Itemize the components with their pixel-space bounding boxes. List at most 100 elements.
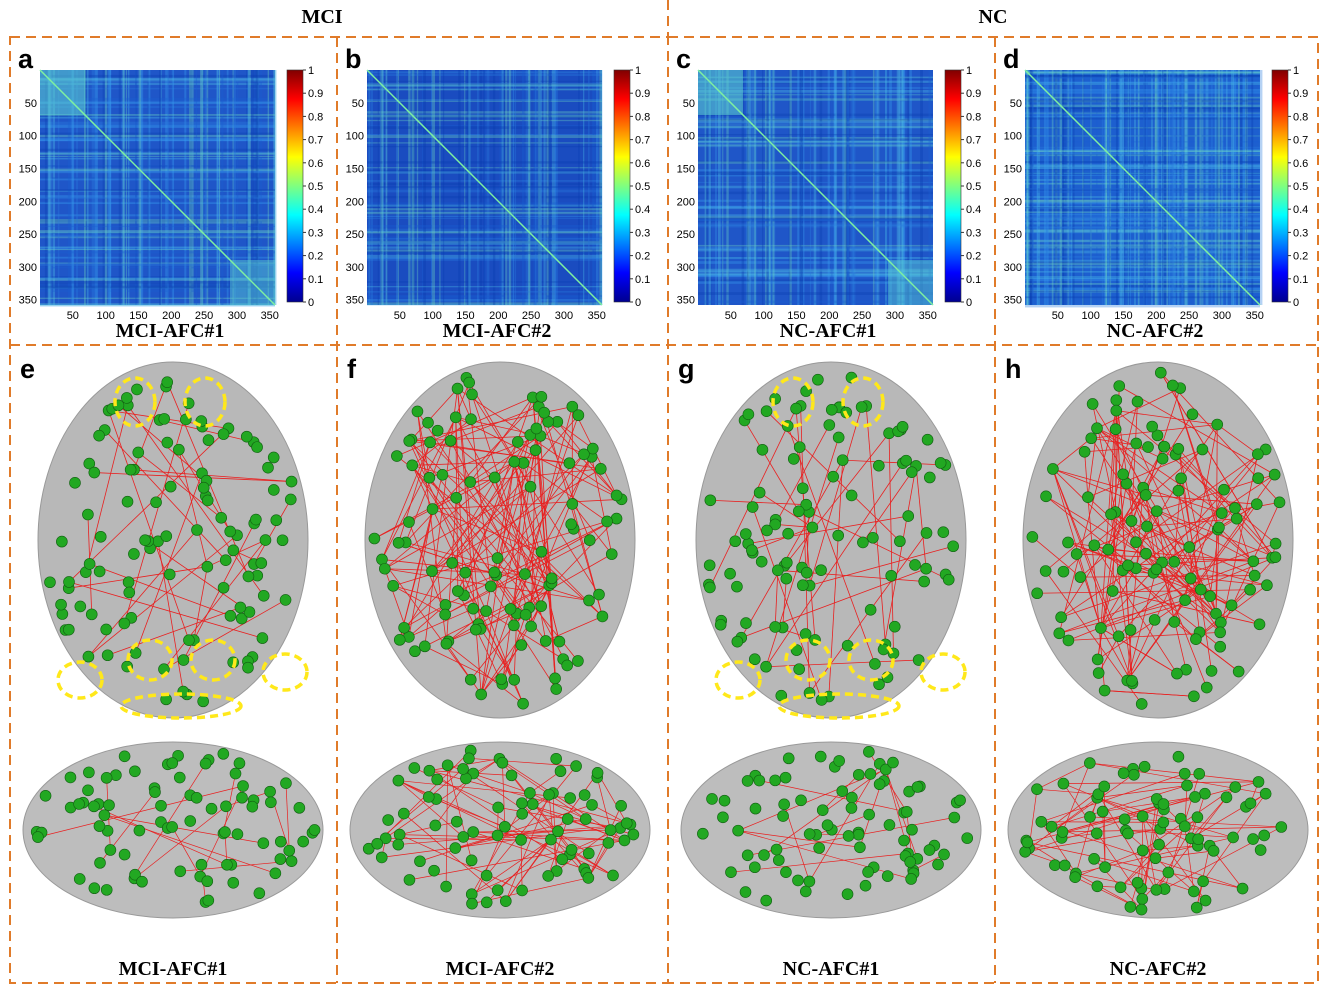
node: [565, 793, 576, 804]
node: [1215, 627, 1226, 638]
heatmap-stripe: [1025, 283, 1260, 285]
node: [1047, 463, 1058, 474]
node: [131, 384, 142, 395]
node: [1143, 442, 1154, 453]
panel-letter: g: [678, 354, 695, 384]
node: [791, 403, 802, 414]
colorbar: [614, 70, 630, 302]
node: [536, 546, 547, 557]
node: [894, 536, 905, 547]
node: [557, 854, 568, 865]
node: [1150, 853, 1161, 864]
node: [130, 647, 141, 658]
node: [1079, 446, 1090, 457]
node: [1132, 396, 1143, 407]
node: [779, 799, 790, 810]
node: [1254, 619, 1265, 630]
node: [733, 825, 744, 836]
node: [815, 751, 826, 762]
node: [1205, 591, 1216, 602]
node: [725, 867, 736, 878]
node: [198, 696, 209, 707]
heatmap-stripe: [847, 70, 849, 305]
heatmap-stripe: [698, 245, 933, 247]
node: [393, 839, 404, 850]
node: [221, 859, 232, 870]
node: [1123, 560, 1134, 571]
heatmap-stripe: [1116, 70, 1118, 305]
node: [551, 753, 562, 764]
node: [220, 801, 231, 812]
colorbar-tick-label: 0: [1293, 297, 1299, 309]
heatmap-stripe: [40, 214, 275, 216]
heatmap-stripe: [386, 70, 387, 305]
colorbar-tick-label: 0.4: [966, 204, 981, 216]
heatmap-stripe: [1218, 70, 1221, 305]
node: [1151, 506, 1162, 517]
node: [1084, 811, 1095, 822]
node: [1113, 631, 1124, 642]
heatmap-stripe: [1027, 70, 1028, 305]
node: [571, 761, 582, 772]
node: [460, 567, 471, 578]
heatmap-stripe: [698, 218, 933, 220]
matrix-panel: a505010010015015020020025025030030035035…: [18, 44, 323, 342]
node: [854, 842, 865, 853]
heatmap-stripe: [1025, 167, 1260, 169]
node: [837, 786, 848, 797]
node: [164, 569, 175, 580]
node: [489, 567, 500, 578]
brain-panel: eMCI-AFC#1: [20, 354, 323, 980]
y-tick-label: 300: [346, 262, 364, 274]
node: [804, 829, 815, 840]
node: [578, 449, 589, 460]
node: [1157, 453, 1168, 464]
node: [1058, 778, 1069, 789]
node: [258, 590, 269, 601]
heatmap-stripe: [1107, 70, 1109, 305]
node: [1114, 380, 1125, 391]
colorbar-tick-label: 0.4: [308, 204, 323, 216]
node: [796, 795, 807, 806]
heatmap-stripe: [1025, 117, 1260, 119]
node: [1260, 788, 1271, 799]
node: [423, 417, 434, 428]
node: [864, 809, 875, 820]
node: [1167, 380, 1178, 391]
heatmap-stripe: [40, 171, 275, 173]
heatmap-stripe: [1211, 70, 1213, 305]
node: [105, 844, 116, 855]
node: [241, 431, 252, 442]
node: [863, 866, 874, 877]
heatmap-stripe: [1187, 70, 1188, 305]
node: [846, 490, 857, 501]
x-tick-label: 100: [1081, 310, 1099, 322]
colorbar-tick-label: 0: [308, 297, 314, 309]
node: [842, 640, 853, 651]
heatmap-stripe: [95, 70, 98, 305]
node: [82, 785, 93, 796]
node: [901, 455, 912, 466]
node: [451, 492, 462, 503]
colorbar: [945, 70, 961, 302]
node: [1252, 449, 1263, 460]
panel-letter: d: [1003, 44, 1020, 74]
node: [1122, 828, 1133, 839]
node: [1095, 623, 1106, 634]
y-tick-label: 350: [1004, 295, 1022, 307]
node: [889, 621, 900, 632]
y-tick-label: 100: [19, 131, 37, 143]
node: [593, 589, 604, 600]
node: [32, 832, 43, 843]
node: [489, 472, 500, 483]
heatmap-stripe: [128, 70, 129, 305]
heatmap-stripe: [40, 257, 275, 259]
node: [403, 517, 414, 528]
node: [583, 848, 594, 859]
heatmap-stripe: [40, 177, 275, 178]
node: [1070, 872, 1081, 883]
node: [731, 581, 742, 592]
node: [254, 888, 265, 899]
node: [238, 781, 249, 792]
heatmap-stripe: [1119, 70, 1122, 305]
